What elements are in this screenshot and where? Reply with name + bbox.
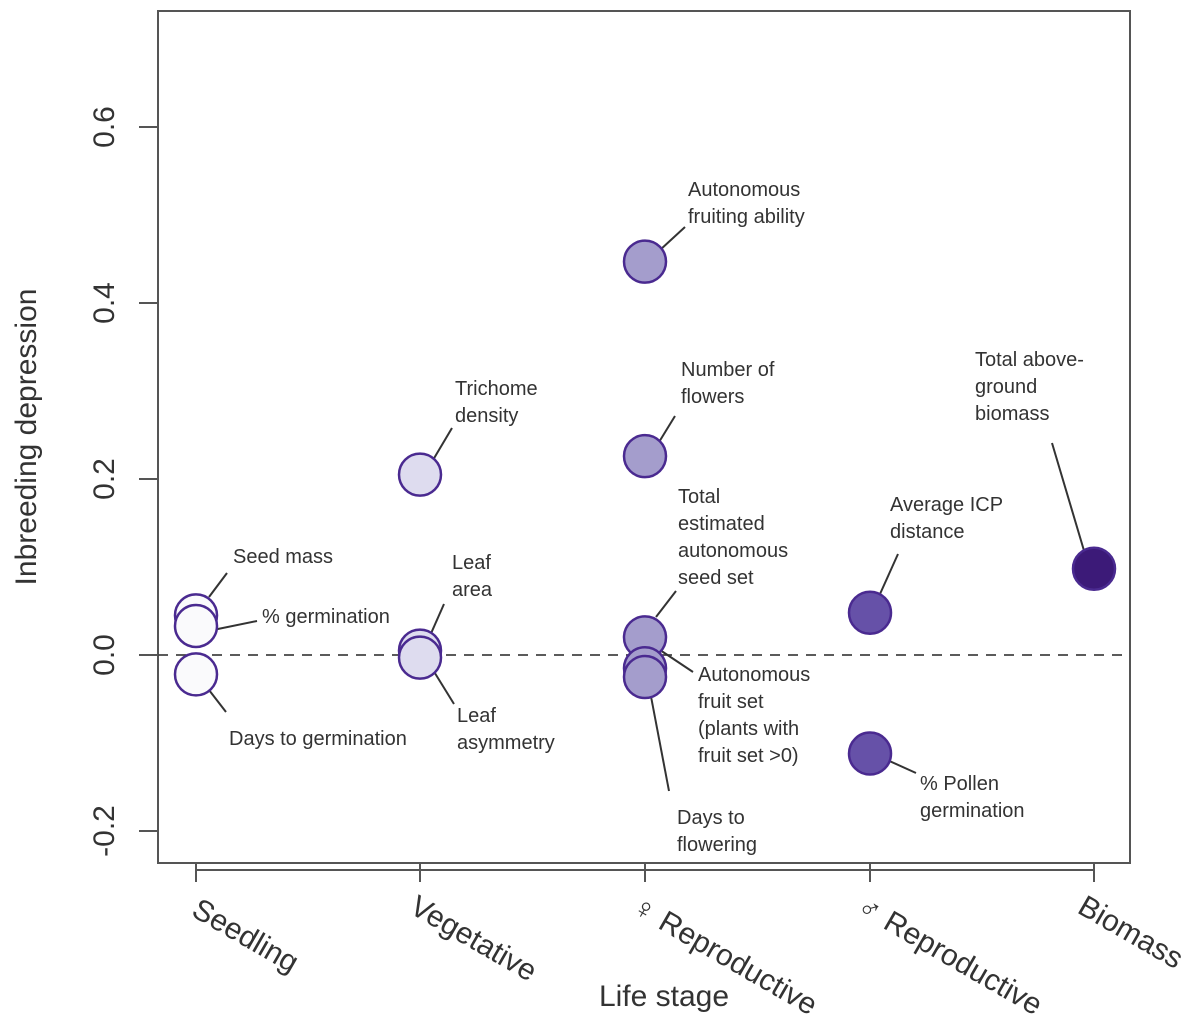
data-points (173, 239, 1117, 776)
point-label: Autonomous fruiting ability (688, 179, 805, 228)
leader-line (1051, 442, 1086, 555)
y-axis: -0.2 0.0 0.2 0.4 0.6 (88, 106, 158, 857)
x-axis-label: Life stage (599, 980, 729, 1013)
point-label: Trichome density (455, 378, 538, 427)
leader-line (212, 620, 258, 631)
point-label: Total estimated autonomous seed set (678, 486, 788, 589)
point-label: Average ICP distance (890, 494, 1003, 543)
y-axis-label: Inbreeding depression (10, 289, 43, 586)
point-label: Days to flowering (677, 807, 757, 856)
leader-line (659, 226, 686, 251)
leader-line (208, 572, 228, 598)
y-tick-label: 0.2 (88, 458, 121, 500)
data-point (847, 590, 893, 636)
leader-line (655, 590, 677, 618)
x-tick-label: Vegetative (405, 889, 543, 988)
x-tick-label: ♂ Reproductive (852, 889, 1048, 1021)
point-label: % Pollen germination (920, 773, 1025, 822)
y-tick-label: 0.6 (88, 106, 121, 148)
leader-line (659, 649, 694, 673)
data-point (847, 731, 893, 776)
y-tick-label: 0.4 (88, 282, 121, 324)
data-point (173, 652, 219, 697)
data-point (622, 239, 668, 284)
point-label: Days to germination (229, 728, 407, 750)
data-point (622, 654, 668, 700)
data-point (622, 433, 668, 479)
leader-lines (208, 226, 1086, 792)
data-point (1071, 546, 1117, 592)
y-tick-label: 0.0 (88, 634, 121, 676)
point-label: Autonomous fruit set (plants with fruit set… (698, 664, 810, 767)
point-label: Number of flowers (681, 359, 775, 408)
leader-line (879, 553, 899, 595)
leader-line (208, 689, 227, 713)
leader-line (432, 669, 455, 705)
point-label: Leaf area (452, 552, 493, 601)
data-point (397, 452, 443, 497)
point-labels: Seed mass % germination Days to germinatio… (229, 179, 1084, 856)
leader-line (648, 685, 670, 792)
x-tick-label: Biomass (1073, 889, 1189, 975)
y-tick-label: -0.2 (88, 805, 121, 857)
point-label: Total above-ground biomass (975, 349, 1084, 425)
leader-line (432, 427, 453, 461)
data-point (397, 635, 443, 680)
point-label: Seed mass (233, 546, 333, 568)
x-tick-label: Seedling (187, 892, 305, 979)
point-label: % germination (262, 606, 390, 628)
data-point (173, 603, 219, 649)
point-label: Leaf asymmetry (457, 705, 555, 754)
